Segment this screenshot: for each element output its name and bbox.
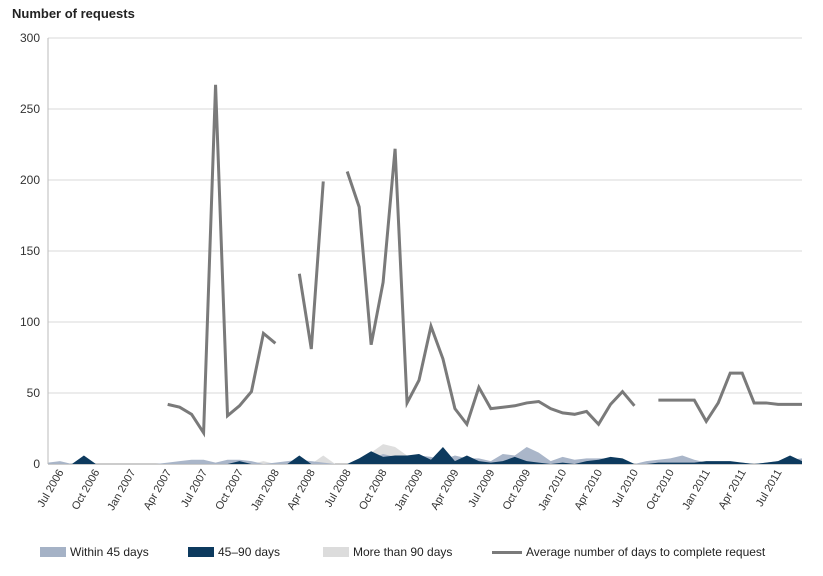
- legend-swatch-within-45-days: [40, 547, 66, 557]
- x-tick-label: Apr 2008: [285, 468, 318, 513]
- legend: Within 45 days 45–90 days More than 90 d…: [0, 545, 823, 567]
- legend-label-more-than-90-days: More than 90 days: [353, 545, 453, 559]
- x-tick-label: Jul 2006: [35, 468, 66, 510]
- legend-item-within-45-days: Within 45 days: [40, 545, 149, 559]
- y-tick-label: 250: [20, 102, 40, 116]
- x-tick-label: Jan 2011: [680, 468, 713, 512]
- y-tick-label: 150: [20, 244, 40, 258]
- x-tick-label: Oct 2007: [213, 468, 246, 513]
- legend-item-more-than-90-days: More than 90 days: [323, 545, 452, 559]
- x-tick-label: Apr 2007: [142, 468, 175, 513]
- line-series-group: [167, 84, 802, 438]
- x-tick-label: Apr 2009: [429, 468, 462, 513]
- x-tick-label: Oct 2008: [357, 468, 390, 513]
- x-tick-label: Jul 2010: [610, 468, 641, 510]
- legend-label-within-45-days: Within 45 days: [70, 545, 149, 559]
- legend-swatch-45-90-days: [188, 547, 214, 557]
- y-tick-label: 300: [20, 31, 40, 45]
- x-tick-label: Apr 2010: [572, 468, 605, 513]
- y-tick-label: 50: [27, 386, 41, 400]
- series-line-average-number-of-days-to-complete-request: [167, 84, 802, 438]
- x-tick-label: Oct 2006: [70, 468, 103, 513]
- y-axis-title: Number of requests: [12, 6, 135, 21]
- x-tick-labels: Jul 2006 Oct 2006 Jan 2007 Apr 2007 Jul 2007…: [35, 468, 784, 513]
- x-tick-label: Jul 2007: [179, 468, 210, 510]
- x-tick-label: Jul 2011: [754, 468, 785, 509]
- x-tick-label: Apr 2011: [716, 468, 748, 512]
- x-tick-label: Jul 2009: [466, 468, 497, 510]
- x-tick-label: Jan 2008: [249, 468, 282, 513]
- x-tick-label: Jan 2007: [105, 468, 138, 513]
- x-tick-label: Oct 2010: [644, 468, 677, 513]
- y-tick-label: 100: [20, 315, 40, 329]
- series-area-45-90-days: [48, 446, 802, 464]
- y-tick-labels: 0 50 100 150 200 250 300: [20, 31, 40, 471]
- x-tick-label: Oct 2009: [501, 468, 534, 513]
- legend-item-45-90-days: 45–90 days: [188, 545, 280, 559]
- y-tick-label: 200: [20, 173, 40, 187]
- x-tick-label: Jan 2010: [536, 468, 569, 513]
- x-tick-label: Jan 2009: [393, 468, 426, 513]
- legend-label-45-90-days: 45–90 days: [218, 545, 281, 559]
- y-tick-label: 0: [33, 457, 40, 471]
- legend-swatch-more-than-90-days: [323, 547, 349, 557]
- area-series-group: [48, 444, 802, 464]
- legend-label-average-days: Average number of days to complete reque…: [526, 545, 766, 559]
- x-tick-label: Jul 2008: [323, 468, 354, 510]
- legend-swatch-average-days: [492, 550, 522, 554]
- legend-item-average-days: Average number of days to complete reque…: [492, 545, 765, 559]
